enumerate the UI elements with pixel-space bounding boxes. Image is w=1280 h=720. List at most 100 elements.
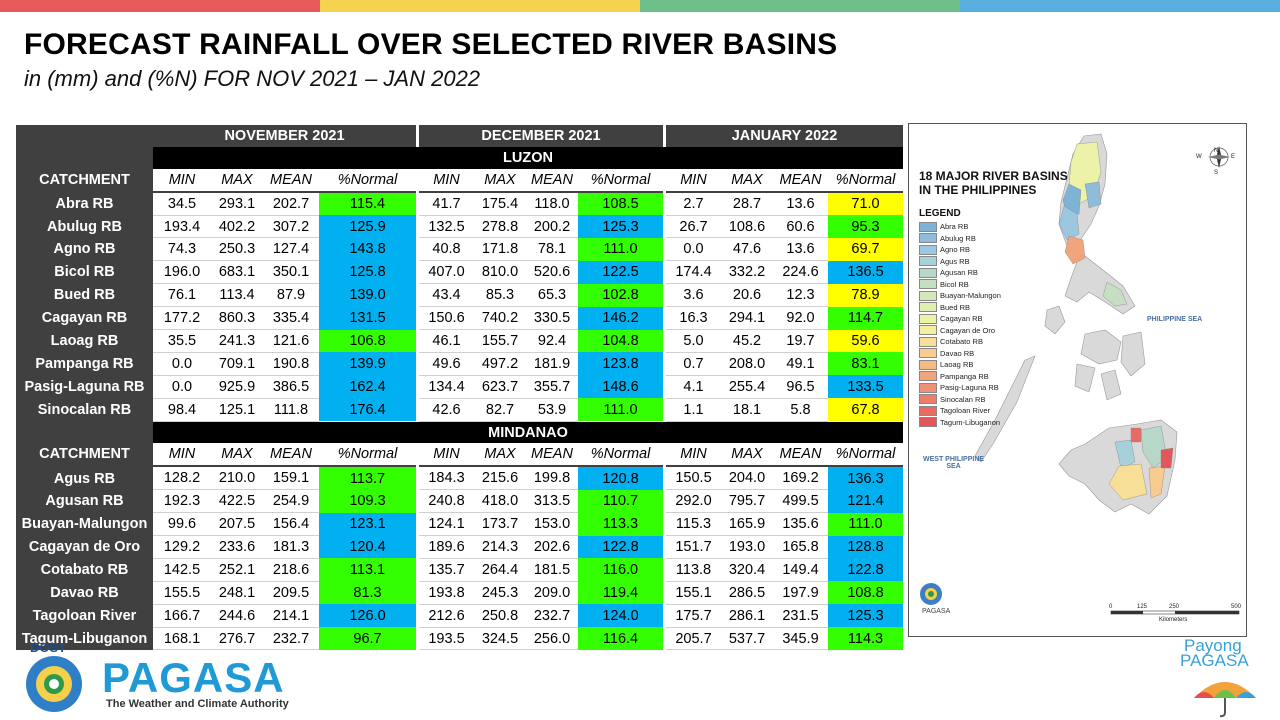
value-cell: 46.1: [419, 329, 474, 353]
legend-item: Agus RB: [919, 256, 1001, 268]
legend-label: Pasig-Laguna RB: [940, 383, 999, 393]
percent-normal-cell: 148.6: [578, 375, 663, 399]
catchment-name: Buayan-Malungon: [16, 512, 153, 536]
percent-normal-cell: 176.4: [319, 398, 416, 422]
table-row: Abra RB 34.5 293.1 202.7 115.4 41.7 175.4 118.0…: [16, 191, 903, 216]
value-cell: 193.5: [419, 627, 474, 651]
column-gap: [663, 535, 666, 559]
percent-normal-cell: 69.7: [828, 237, 903, 261]
column-gap: [416, 237, 419, 261]
table-row: Laoag RB 35.5 241.3 121.6 106.8 46.1 155.7 92.4…: [16, 329, 903, 353]
value-cell: 121.6: [263, 329, 319, 353]
value-cell: 92.0: [773, 306, 828, 331]
value-cell: 199.8: [526, 466, 578, 491]
column-header: MAX: [721, 168, 773, 193]
percent-normal-cell: 120.8: [578, 466, 663, 490]
value-cell: 85.3: [474, 283, 526, 308]
value-cell: 177.2: [153, 306, 211, 331]
map-title-line-1: 18 MAJOR RIVER BASINS: [919, 169, 1068, 183]
column-header: %Normal: [319, 443, 416, 468]
legend-label: Bued RB: [940, 302, 971, 312]
legend-item: Agusan RB: [919, 267, 1001, 279]
value-cell: 111.8: [263, 398, 319, 422]
legend-swatch: [919, 325, 937, 336]
value-cell: 205.7: [666, 627, 721, 651]
percent-normal-cell: 83.1: [828, 352, 903, 376]
legend-label: Cagayan de Oro: [940, 325, 996, 335]
value-cell: 250.8: [474, 604, 526, 628]
legend-title: LEGEND: [919, 208, 961, 219]
legend-swatch: [919, 290, 937, 301]
percent-normal-cell: 78.9: [828, 283, 903, 307]
percent-normal-cell: 125.3: [578, 215, 663, 238]
value-cell: 294.1: [721, 306, 773, 331]
value-cell: 96.5: [773, 375, 828, 399]
value-cell: 197.9: [773, 581, 828, 605]
value-cell: 181.9: [526, 352, 578, 376]
catchment-name: Laoag RB: [16, 329, 153, 353]
value-cell: 190.8: [263, 352, 319, 376]
scale-tick-250: 250: [1169, 604, 1180, 610]
value-cell: 418.0: [474, 489, 526, 514]
legend-swatch: [919, 336, 937, 347]
month-header: DECEMBER 2021: [419, 125, 663, 147]
value-cell: 224.6: [773, 260, 828, 285]
column-header: %Normal: [578, 168, 663, 193]
column-header: MAX: [474, 168, 526, 193]
percent-normal-cell: 121.4: [828, 489, 903, 513]
legend-swatch: [919, 244, 937, 255]
column-header: %Normal: [319, 168, 416, 193]
payong-label: Payong: [1184, 636, 1242, 655]
column-gap: [663, 627, 666, 650]
column-gap: [663, 375, 666, 399]
percent-normal-cell: 59.6: [828, 329, 903, 353]
value-cell: 135.6: [773, 512, 828, 537]
column-gap: [663, 329, 666, 353]
value-cell: 181.5: [526, 558, 578, 582]
percent-normal-cell: 143.8: [319, 237, 416, 261]
catchment-name: Agus RB: [16, 466, 153, 490]
catchment-name: Abulug RB: [16, 215, 153, 238]
catchment-header-blank: [16, 421, 153, 444]
pagasa-logo: DOST PAGASA The Weather and Climate Auth…: [14, 640, 314, 715]
percent-normal-cell: 136.5: [828, 260, 903, 284]
section-title: MINDANAO: [153, 421, 903, 444]
value-cell: 795.7: [721, 489, 773, 514]
value-cell: 98.4: [153, 398, 211, 422]
top-bar-blue: [960, 0, 1280, 12]
table-row: Pasig-Laguna RB 0.0 925.9 386.5 162.4 134.4 62…: [16, 375, 903, 399]
legend-label: Abra RB: [940, 222, 969, 232]
value-cell: 87.9: [263, 283, 319, 308]
value-cell: 499.5: [773, 489, 828, 514]
legend-label: Tagoloan River: [940, 406, 991, 416]
value-cell: 332.2: [721, 260, 773, 285]
legend-label: Buayan-Malungon: [940, 291, 1001, 301]
pagasa-wordmark: PAGASA: [102, 654, 285, 701]
column-gap: [416, 535, 419, 559]
value-cell: 292.0: [666, 489, 721, 514]
value-cell: 402.2: [211, 215, 263, 239]
compass-e-label: E: [1231, 154, 1236, 160]
month-header-row: NOVEMBER 2021 DECEMBER 2021 JANUARY 2022: [16, 125, 903, 147]
top-bar-yellow: [320, 0, 640, 12]
value-cell: 355.7: [526, 375, 578, 399]
map-logo-text: PAGASA: [922, 608, 951, 615]
percent-normal-cell: 67.8: [828, 398, 903, 422]
legend-item: Abulug RB: [919, 233, 1001, 245]
column-header: MAX: [474, 443, 526, 468]
column-gap: [416, 283, 419, 307]
table-row: Abulug RB 193.4 402.2 307.2 125.9 132.5 278.8 2…: [16, 215, 903, 239]
value-cell: 196.0: [153, 260, 211, 285]
value-cell: 28.7: [721, 191, 773, 216]
column-gap: [663, 125, 666, 147]
value-cell: 2.7: [666, 191, 721, 216]
value-cell: 165.9: [721, 512, 773, 537]
map-title-line-2: IN THE PHILIPPINES: [919, 183, 1037, 197]
value-cell: 40.8: [419, 237, 474, 262]
value-cell: 108.6: [721, 215, 773, 239]
legend-label: Bicol RB: [940, 279, 969, 289]
catchment-name: Tagoloan River: [16, 604, 153, 628]
percent-normal-cell: 120.4: [319, 535, 416, 559]
value-cell: 74.3: [153, 237, 211, 262]
column-gap: [663, 489, 666, 513]
